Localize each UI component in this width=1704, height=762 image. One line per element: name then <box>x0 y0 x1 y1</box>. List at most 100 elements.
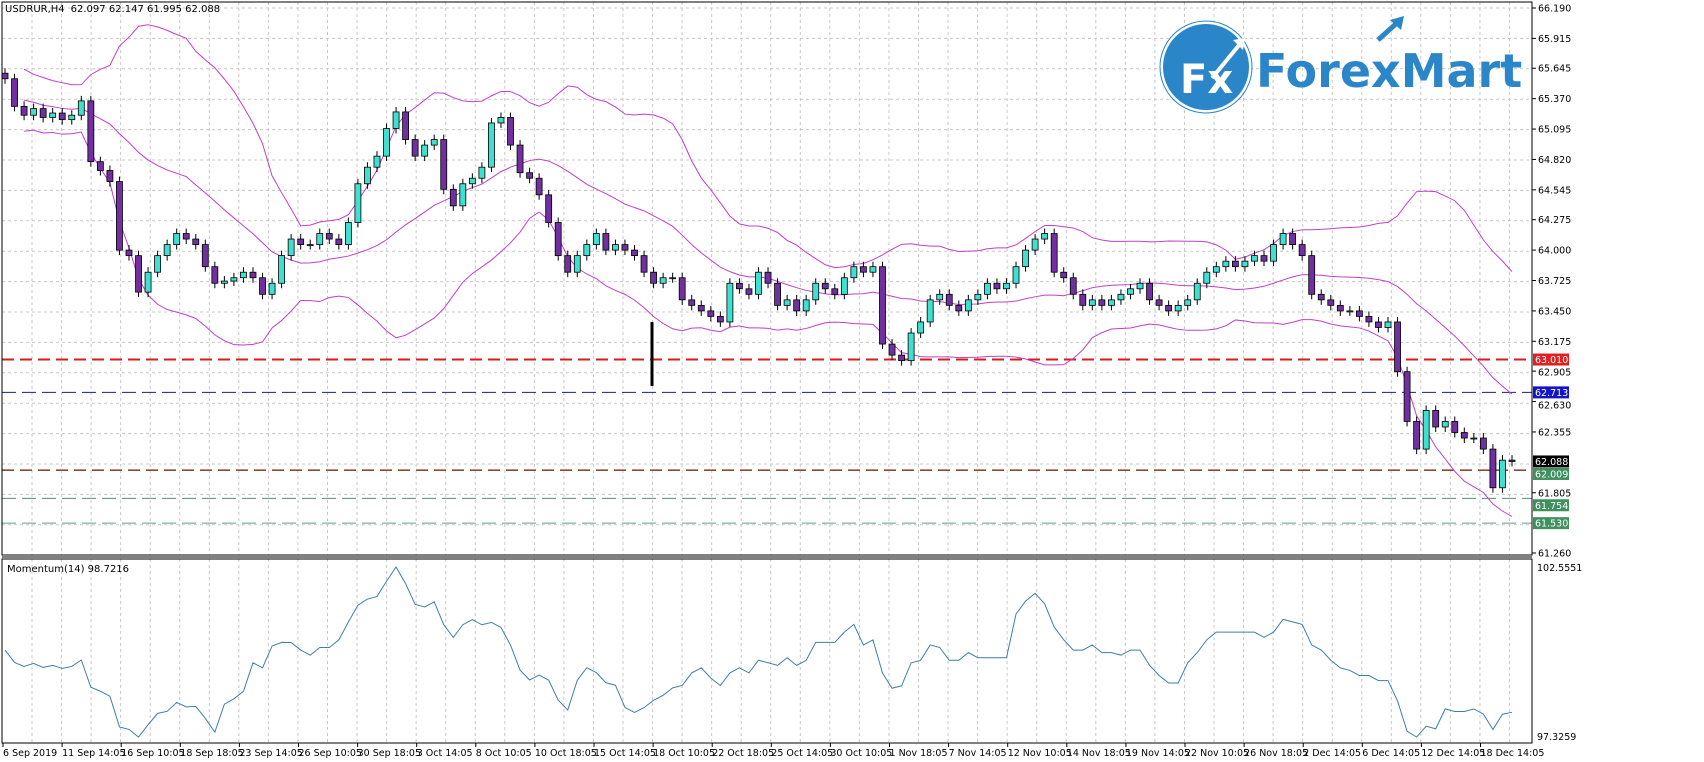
bear-candle <box>1413 421 1421 450</box>
bull-candle <box>364 166 371 185</box>
time-tick-label: 15 Oct 14:05 <box>594 748 656 759</box>
price-tick-label: 65.095 <box>1538 125 1571 136</box>
time-tick-label: 2 Dec 14:05 <box>1303 748 1361 759</box>
bull-candle <box>278 255 286 284</box>
bear-candle <box>1432 409 1440 428</box>
bull-candle <box>154 255 162 273</box>
price-tick-label: 63.175 <box>1538 337 1571 348</box>
bear-candle <box>535 177 543 196</box>
momentum-tick-top: 102.5551 <box>1537 563 1582 574</box>
bull-candle <box>659 277 667 284</box>
time-tick-label: 14 Nov 18:05 <box>1067 748 1131 759</box>
time-tick-label: 30 Oct 10:05 <box>830 748 892 759</box>
price-tick-label: 61.260 <box>1538 549 1571 560</box>
bear-candle <box>1403 371 1411 422</box>
bull-candle <box>1212 266 1220 273</box>
bear-candle <box>526 172 533 179</box>
bull-candle <box>964 299 972 312</box>
price-tick-label: 63.725 <box>1538 276 1571 287</box>
bull-candle <box>1136 282 1144 290</box>
bear-candle <box>793 299 801 312</box>
price-tick-label: 64.820 <box>1538 155 1571 166</box>
bull-candle <box>917 321 925 334</box>
symbol-label: USDRUR,H4 <box>5 4 65 15</box>
bull-candle <box>1088 299 1096 306</box>
bear-candle <box>259 277 266 295</box>
bear-candle <box>688 299 696 306</box>
bear-candle <box>888 343 896 356</box>
bull-candle <box>1022 249 1029 268</box>
bear-candle <box>1289 233 1297 245</box>
momentum-tick-bottom: 97.3259 <box>1537 732 1576 743</box>
bear-candle <box>1336 304 1344 312</box>
bear-candle <box>335 238 343 245</box>
bear-candle <box>507 117 514 146</box>
bull-candle <box>287 238 295 257</box>
bear-candle <box>125 249 133 257</box>
bear-candle <box>945 293 953 306</box>
bear-candle <box>1231 260 1239 268</box>
bear-candle <box>192 238 200 245</box>
price-level-label-bg <box>1533 517 1569 530</box>
symbol-info: USDRUR,H4 62.097 62.147 61.995 62.088 <box>5 4 220 15</box>
bear-candle <box>1298 244 1306 257</box>
price-level-label: 62.009 <box>1535 469 1568 480</box>
bull-candle <box>1441 421 1449 428</box>
bull-candle <box>306 244 314 246</box>
bear-candle <box>39 108 47 118</box>
bollinger-upper-band <box>23 24 1513 273</box>
price-level-label-bg <box>1533 455 1569 468</box>
bull-candle <box>392 111 400 129</box>
bear-candle <box>564 255 572 273</box>
price-tick-label: 65.645 <box>1538 64 1571 75</box>
bear-candle <box>697 304 705 312</box>
bull-candle <box>478 166 486 179</box>
bear-candle <box>860 266 867 273</box>
bear-candle <box>1355 310 1363 317</box>
logo-text: ForexMart <box>1256 44 1522 98</box>
ohlc-values: 62.097 62.147 61.995 62.088 <box>71 4 221 15</box>
bull-candle <box>926 299 934 323</box>
price-level-label: 61.754 <box>1535 501 1568 512</box>
bear-candle <box>821 282 829 290</box>
bear-candle <box>182 233 190 240</box>
bear-candle <box>764 271 772 284</box>
bear-candle <box>745 288 753 295</box>
bear-candle <box>411 139 419 157</box>
bull-candle <box>1422 409 1430 450</box>
price-level-label: 61.530 <box>1535 519 1568 530</box>
price-tick-label: 66.190 <box>1538 4 1571 15</box>
bear-candle <box>602 233 610 251</box>
bear-candle <box>621 244 629 251</box>
time-tick-label: 12 Nov 10:05 <box>1008 748 1072 759</box>
bear-candle <box>1365 316 1373 323</box>
bull-candle <box>230 277 238 282</box>
bear-candle <box>678 277 686 301</box>
time-tick-label: 6 Dec 14:05 <box>1362 748 1420 759</box>
bull-candle <box>1203 271 1211 284</box>
bull-candle <box>573 255 581 273</box>
bull-candle <box>173 233 181 245</box>
bull-candle <box>1041 233 1049 240</box>
bull-candle <box>592 233 600 245</box>
bollinger-lower-band <box>24 129 1513 518</box>
bear-candle <box>1508 459 1516 462</box>
time-tick-label: 12 Dec 14:05 <box>1421 748 1485 759</box>
bear-candle <box>1050 233 1058 273</box>
grid <box>2 2 1532 743</box>
bear-candle <box>898 354 905 362</box>
price-level-label-bg <box>1533 467 1569 480</box>
momentum-label: Momentum(14) 98.7216 <box>7 564 129 575</box>
time-tick-label: 25 Oct 14:05 <box>771 748 833 759</box>
bear-candle <box>1146 282 1153 301</box>
bear-candle <box>11 78 18 107</box>
price-level-label-bg <box>1533 386 1569 399</box>
time-tick-label: 1 Nov 18:05 <box>890 748 948 759</box>
bull-candle <box>468 177 476 185</box>
bear-candle <box>1308 255 1316 295</box>
bull-candle <box>1279 233 1287 245</box>
bear-candle <box>1327 299 1335 306</box>
price-tick-label: 63.450 <box>1538 306 1571 317</box>
